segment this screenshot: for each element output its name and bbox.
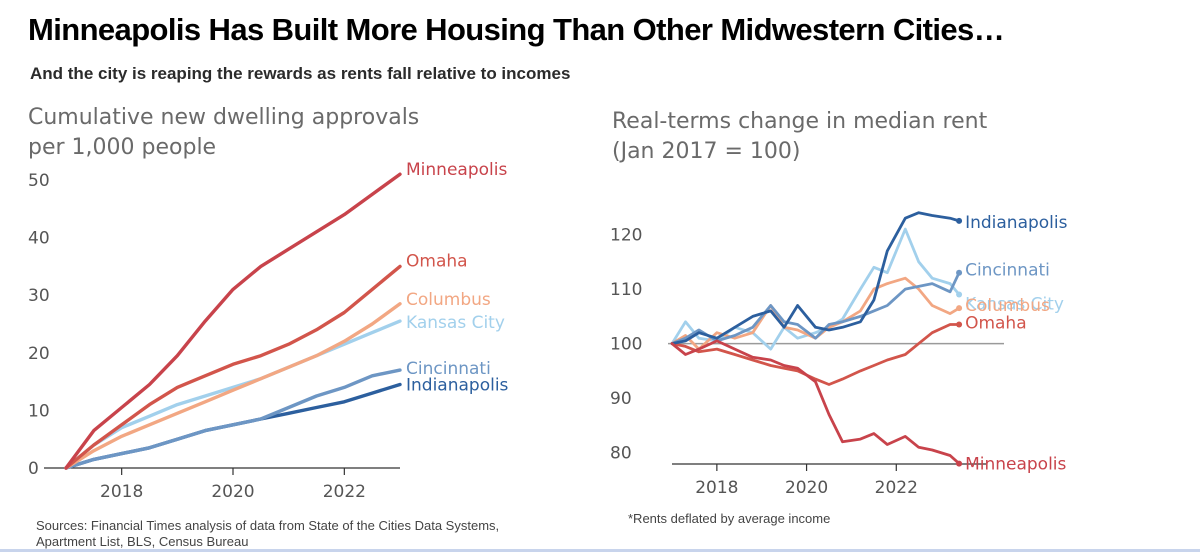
approvals-title-line2: per 1,000 people [28,135,216,160]
approvals-line-columbus [64,302,402,470]
approvals-y-tick-label: 30 [28,286,50,306]
rent-y-tick-label: 100 [610,335,642,355]
sources-note: Sources: Financial Times analysis of dat… [36,518,500,549]
approvals-x-tick-label: 2020 [211,482,254,502]
rent-y-tick-label: 110 [610,280,642,300]
rent-end-marker-omaha [956,321,963,328]
rent-label-cincinnati: Cincinnati [965,261,1050,281]
rent-line-cincinnati [670,271,961,345]
rent-x-tick-label: 2020 [785,478,828,498]
approvals-label-minneapolis: Minneapolis [406,160,507,180]
rent-line-kansas-city [670,227,961,351]
approvals-y-tick-label: 50 [28,171,50,191]
rent-label-kansas-city: Kansas City [965,295,1064,315]
rent-footnote: *Rents deflated by average income [628,511,831,526]
subhead: And the city is reaping the rewards as r… [30,64,571,83]
rent-title-line1: Real-terms change in median rent [612,109,988,134]
rent-end-marker-kansas-city [956,291,963,298]
rent-x-tick-label: 2022 [875,478,918,498]
rent-label-minneapolis: Minneapolis [965,455,1066,475]
approvals-label-kansas-city: Kansas City [406,313,505,333]
rent-end-marker-minneapolis [956,460,963,467]
rent-label-columbus: Columbus [965,296,1050,316]
approvals-y-tick-label: 20 [28,344,50,364]
rent-y-tick-label: 80 [610,444,632,464]
rent-y-tick-label: 90 [610,389,632,409]
bottom-rule [0,549,1200,552]
rent-end-marker-cincinnati [956,269,963,276]
rent-line-minneapolis [670,339,961,465]
approvals-y-tick-label: 10 [28,401,50,421]
approvals-title-line1: Cumulative new dwelling approvals [28,105,419,130]
approvals-x-tick-label: 2018 [100,482,143,502]
rent-y-tick-label: 120 [610,226,642,246]
approvals-y-tick-label: 40 [28,229,50,249]
approvals-line-cincinnati [64,368,402,470]
rent-title-line2: (Jan 2017 = 100) [612,139,800,164]
approvals-line-omaha [64,264,402,470]
rent-chart: Real-terms change in median rent (Jan 20… [610,109,1068,498]
approvals-line-kansas-city [64,319,402,470]
approvals-chart: Cumulative new dwelling approvals per 1,… [28,105,509,502]
rent-end-marker-columbus [956,305,963,312]
rent-line-omaha [670,323,961,386]
approvals-x-tick-label: 2022 [323,482,366,502]
approvals-label-omaha: Omaha [406,251,468,271]
rent-x-tick-label: 2018 [695,478,738,498]
approvals-label-columbus: Columbus [406,290,491,310]
rent-label-omaha: Omaha [965,314,1027,334]
approvals-label-cincinnati: Cincinnati [406,359,491,379]
approvals-label-indianapolis: Indianapolis [406,375,509,395]
rent-end-marker-indianapolis [956,217,963,224]
headline: Minneapolis Has Built More Housing Than … [28,12,1005,47]
rent-label-indianapolis: Indianapolis [965,213,1068,233]
approvals-y-tick-label: 0 [28,459,39,479]
approvals-line-minneapolis [64,172,402,470]
rent-line-indianapolis [670,211,961,345]
